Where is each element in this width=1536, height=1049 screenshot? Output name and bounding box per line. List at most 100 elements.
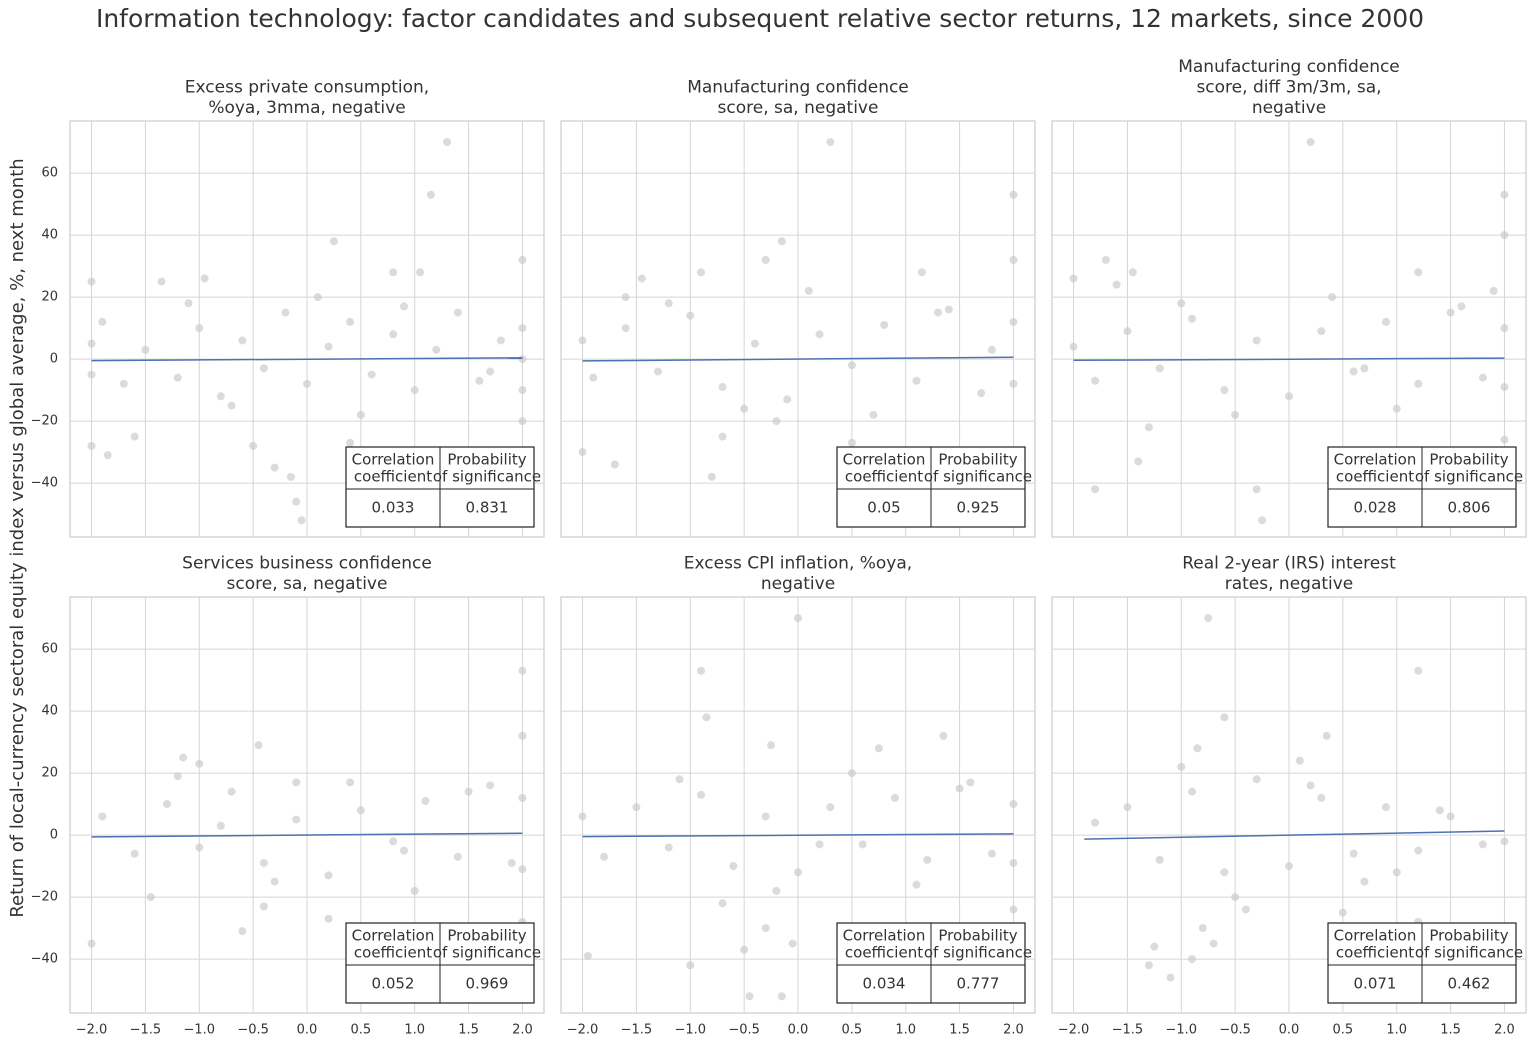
panel-title: Excess private consumption, [185,78,429,98]
point [912,376,921,385]
point [281,308,290,317]
point [578,812,587,821]
y-tick-label: 0 [50,828,58,843]
point [346,778,355,787]
point [1241,905,1250,914]
table-header: coefficient [845,468,923,486]
point [367,370,376,379]
x-tick-label: 1.5 [949,1023,970,1038]
y-tick-label: −40 [31,476,58,491]
point [1123,803,1132,812]
point [1091,376,1100,385]
panel-title: Real 2-year (IRS) interest [1182,554,1396,574]
point [707,472,716,481]
panel: −40 −20 0 20 40 60 Excess private consumption,… [31,78,545,538]
point [130,432,139,441]
point [173,772,182,781]
point [1489,286,1498,295]
x-tick-label: −2.0 [1058,1023,1090,1038]
table-value: 0.05 [867,499,900,517]
x-tick-label: 1.0 [404,1023,425,1038]
point [249,441,258,450]
point [518,417,527,426]
table-header: Correlation [1334,451,1417,469]
point [653,367,662,376]
point [432,345,441,354]
point [1009,317,1018,326]
point [389,330,398,339]
table-value: 0.052 [372,975,415,993]
point [1009,255,1018,264]
y-tick-label: 60 [41,166,58,181]
point [815,330,824,339]
point [1009,800,1018,809]
point [475,376,484,385]
point [1134,457,1143,466]
x-tick-label: −0.5 [1219,1023,1251,1038]
x-tick-label: −1.5 [130,1023,162,1038]
point [847,361,856,370]
point [518,324,527,333]
point [443,138,452,147]
point [507,858,516,867]
point [783,395,792,404]
point [238,336,247,345]
point [1322,731,1331,740]
point [1500,382,1509,391]
panel: −2.0 −1.5 −1.0 −0.5 0.0 0.5 1.0 1.5 2.0 Excess CP… [560,554,1036,1038]
point [664,299,673,308]
point [621,324,630,333]
point [179,753,188,762]
point [1306,138,1315,147]
point [399,846,408,855]
x-tick-label: −0.5 [728,1023,760,1038]
point [227,401,236,410]
point [1188,314,1197,323]
point [98,812,107,821]
point [1392,404,1401,413]
x-tick-label: 1.5 [1440,1023,1461,1038]
point [87,370,96,379]
regression-line [1073,357,1505,362]
point [346,438,355,447]
point [157,277,166,286]
point [1231,893,1240,902]
point [195,843,204,852]
point [1144,423,1153,432]
table-header: of significance [433,468,541,486]
point [777,237,786,246]
point [1091,818,1100,827]
point [718,432,727,441]
point [955,784,964,793]
point [1478,373,1487,382]
point [1204,614,1213,623]
y-tick-label: 20 [41,766,58,781]
point [745,992,754,1001]
y-tick-label: 60 [41,642,58,657]
x-tick-label: 1.5 [458,1023,479,1038]
point [1317,793,1326,802]
point [1500,837,1509,846]
point [697,666,706,675]
point [518,386,527,395]
point [826,803,835,812]
point [702,713,711,722]
point [1349,367,1358,376]
panel-title: negative [761,574,835,594]
point [184,299,193,308]
point [874,744,883,753]
table-header: coefficient [354,944,432,962]
point [1123,327,1132,336]
point [346,317,355,326]
point [410,386,419,395]
point [421,796,430,805]
panel-title: %oya, 3mma, negative [208,98,405,118]
point [1457,302,1466,311]
point [1150,942,1159,951]
point [324,342,333,351]
panel-title: Services business confidence [182,554,432,574]
point [794,868,802,877]
point [589,373,598,382]
panel: −2.0 −1.5 −1.0 −0.5 0.0 0.5 1.0 1.5 2.0 Real 2-ye… [1051,554,1527,1038]
